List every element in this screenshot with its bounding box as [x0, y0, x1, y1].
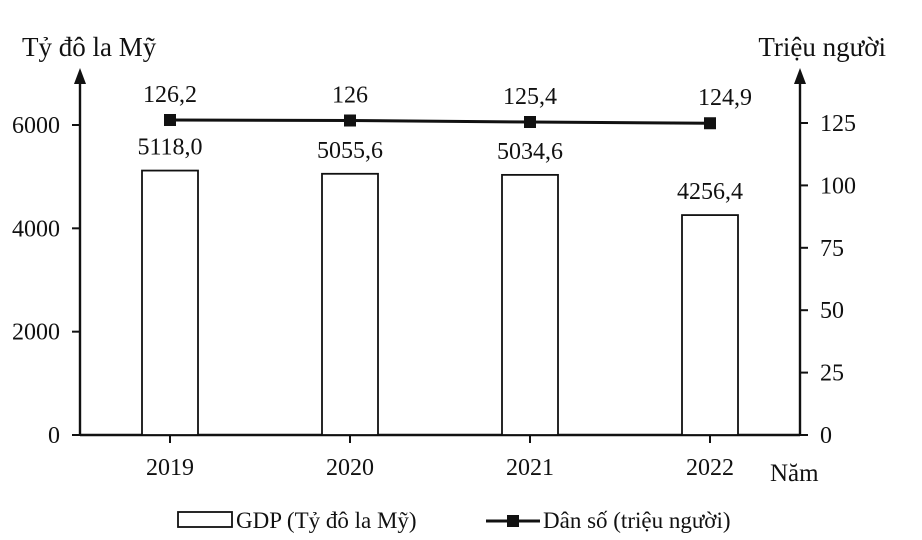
gdp-value-label: 5055,6: [317, 138, 383, 164]
right-axis-title: Triệu người: [758, 32, 886, 62]
population-value-label: 124,9: [698, 85, 752, 111]
x-tick-label: 2021: [506, 455, 554, 481]
right-tick-label: 75: [820, 236, 844, 262]
legend-line-label: Dân số (triệu người): [543, 508, 731, 533]
x-tick-label: 2020: [326, 455, 374, 481]
legend-bar-swatch: [177, 511, 233, 528]
labels-layer: 5118,0 5055,6 5034,6 4256,4 126,2 126 125,4 124…: [137, 82, 752, 205]
left-tick-label: 6000: [12, 113, 60, 139]
axes-layer: Tỷ đô la Mỹ Triệu ngườiNăm020004000600002…: [12, 32, 886, 487]
population-marker: [704, 117, 716, 130]
bars-layer: [141, 169, 739, 436]
gdp-bar: [681, 214, 739, 436]
left-axis-arrow: [74, 68, 86, 84]
gdp-bar: [141, 169, 199, 436]
legend-bar-label: GDP (Tỷ đô la Mỹ): [236, 508, 417, 533]
legend-line-marker: [507, 515, 519, 527]
population-marker: [524, 116, 536, 129]
x-tick-label: 2022: [686, 455, 734, 481]
population-line: [169, 118, 711, 125]
right-tick-label: 100: [820, 173, 856, 199]
gdp-value-label: 5034,6: [497, 139, 563, 165]
x-tick-label: 2019: [146, 455, 194, 481]
gdp-bar: [321, 172, 379, 436]
line-layer: [164, 114, 716, 130]
right-tick-label: 25: [820, 361, 844, 387]
population-value-label: 126: [332, 83, 368, 109]
right-tick-label: 125: [820, 111, 856, 137]
gdp-bar: [501, 173, 559, 436]
population-marker: [164, 114, 176, 127]
legend: GDP (Tỷ đô la Mỹ) Dân số (triệu người): [177, 508, 731, 533]
population-value-label: 125,4: [503, 84, 557, 110]
population-value-label: 126,2: [143, 82, 197, 108]
left-axis-title: Tỷ đô la Mỹ: [22, 32, 157, 62]
x-axis-title: Năm: [770, 460, 819, 487]
left-tick-label: 0: [48, 423, 60, 449]
population-marker: [344, 114, 356, 127]
right-tick-label: 0: [820, 423, 832, 449]
left-tick-label: 4000: [12, 216, 60, 242]
gdp-value-label: 5118,0: [137, 135, 202, 161]
left-tick-label: 2000: [12, 320, 60, 346]
right-axis-arrow: [794, 68, 806, 84]
right-tick-label: 50: [820, 298, 844, 324]
gdp-value-label: 4256,4: [677, 179, 743, 205]
